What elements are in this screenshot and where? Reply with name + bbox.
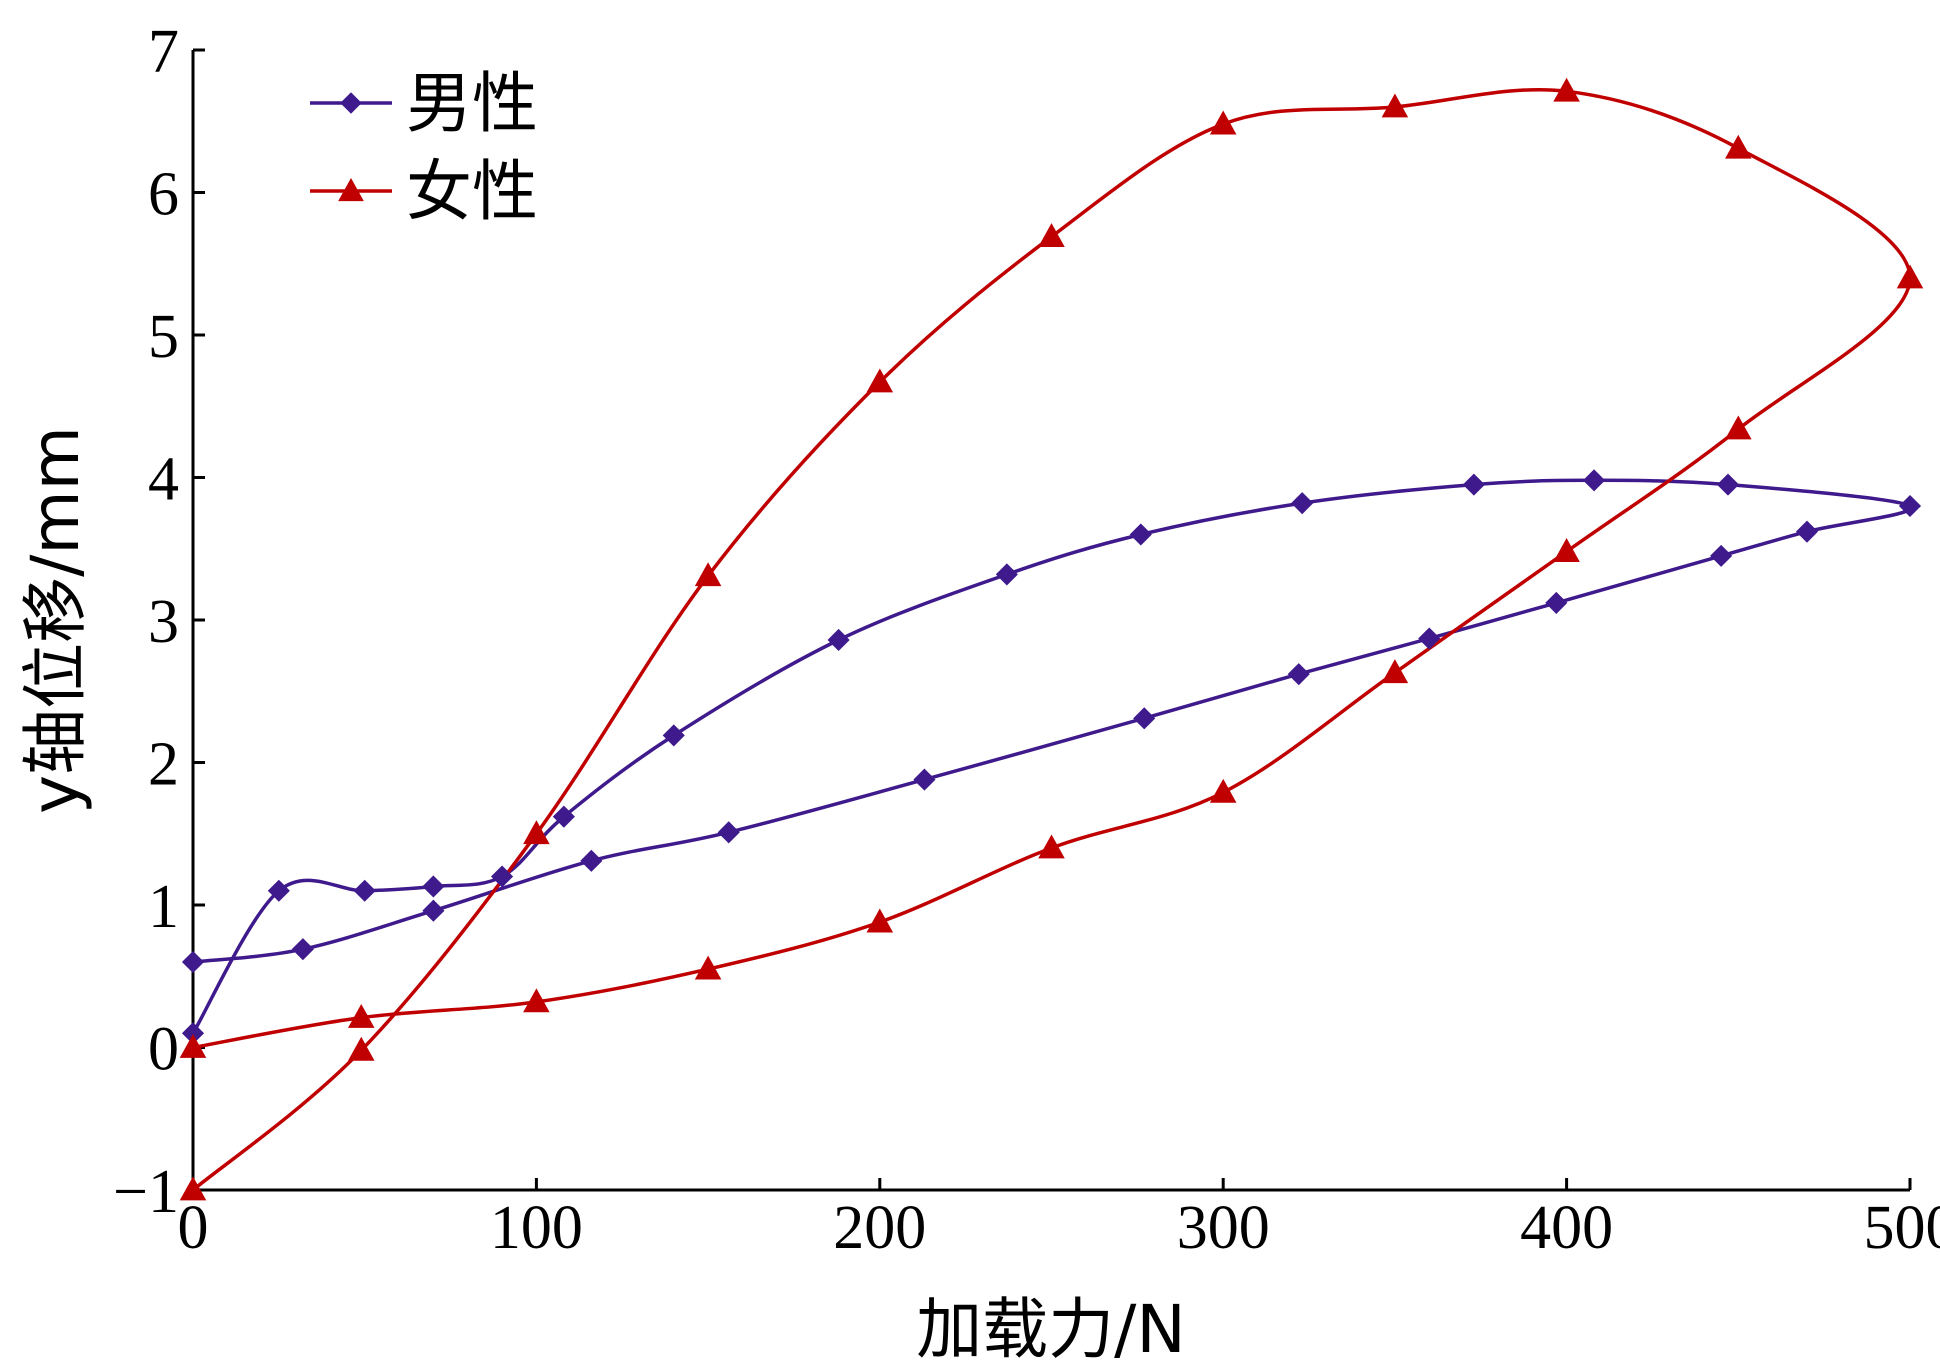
data-point [422,875,445,898]
y-axis-label: y轴位移/mm [17,426,94,814]
data-point [580,849,603,872]
data-point [1381,93,1409,118]
data-point [267,879,290,902]
data-point [1583,469,1606,492]
x-tick-label: 500 [1864,1194,1940,1262]
data-point [179,1176,207,1201]
x-axis-label: 加载力/N [916,1291,1186,1368]
data-point [523,988,550,1013]
data-point [694,562,722,587]
data-point [1896,264,1924,289]
y-tick-label: 0 [148,1016,179,1084]
data-point [1462,473,1485,496]
series-layer [191,87,1914,1192]
data-point [291,938,314,961]
data-point [1725,134,1752,159]
data-point [662,724,685,747]
legend-item-female: 女性 [310,153,538,230]
data-point [827,628,850,652]
legend-marker-male [340,92,362,114]
x-tick-label: 200 [833,1194,926,1262]
x-tick-label: 400 [1520,1194,1613,1262]
series-line-0 [191,478,1914,1035]
x-tick-label: 100 [490,1194,583,1262]
data-point [1287,663,1310,686]
data-point [1553,77,1580,102]
y-tick-label: 6 [148,161,179,229]
y-tick-label: 1 [148,873,179,941]
y-tick-label: 4 [148,446,179,514]
data-point [1038,834,1065,859]
data-point [1725,415,1752,440]
data-point [181,950,205,974]
data-point [353,879,376,902]
x-ticks: 0 100 200 300 400 500 [178,1178,1940,1262]
data-point [1209,778,1237,803]
legend: 男性 女性 [310,65,538,230]
data-point [1553,538,1580,562]
legend-label-male: 男性 [406,65,538,142]
data-point [913,768,936,791]
data-point [1710,544,1733,567]
y-tick-label: 5 [148,303,179,371]
data-point [179,1033,207,1058]
data-point [1545,591,1568,614]
data-point [347,1004,375,1028]
data-point [1381,659,1409,684]
data-point [552,805,575,828]
data-point [490,865,514,888]
data-point [1795,520,1819,543]
data-point [717,821,740,844]
markers-layer [179,77,1924,1201]
data-point [1209,110,1237,135]
data-point [1898,494,1922,518]
y-tick-label: 3 [148,588,179,656]
data-point [1716,473,1740,496]
data-point [523,820,550,845]
data-point [1038,223,1065,248]
data-point [995,563,1018,586]
data-point [694,955,722,980]
data-point [1418,627,1441,650]
y-tick-label: 2 [148,731,179,799]
series-line-1 [191,87,1912,1192]
data-point [1133,707,1156,730]
data-point [1291,492,1314,515]
data-point [866,908,894,933]
y-ticks: −1 0 1 2 3 4 5 6 7 [113,18,205,1226]
legend-item-male: 男性 [310,65,538,142]
y-tick-label: −1 [113,1158,179,1226]
data-point [422,899,445,922]
data-point [866,368,894,393]
data-point [1129,523,1152,546]
x-tick-label: 0 [178,1194,209,1262]
legend-label-female: 女性 [406,153,538,230]
data-point [347,1036,375,1061]
legend-marker-female [338,177,364,202]
y-tick-label: 7 [148,18,179,86]
x-tick-label: 300 [1177,1194,1270,1262]
